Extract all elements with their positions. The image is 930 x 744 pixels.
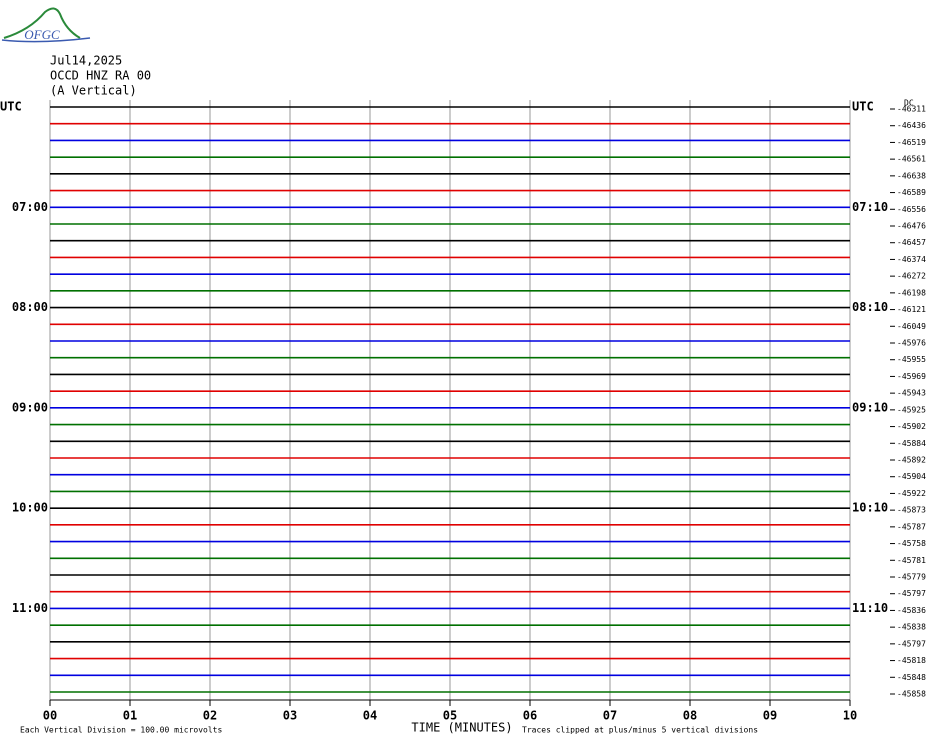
x-tick-label: 07 (603, 709, 617, 723)
dc-value: -46476 (897, 222, 926, 231)
dc-value: -45758 (897, 539, 926, 548)
left-time-label: UTC (0, 100, 22, 114)
dc-value: -45892 (897, 456, 926, 465)
dc-value: -45884 (897, 439, 926, 448)
dc-value: -45818 (897, 656, 926, 665)
x-tick-label: 01 (123, 709, 137, 723)
dc-value: -45976 (897, 339, 926, 348)
logo-text: OFGC (24, 27, 60, 42)
dc-value: -45943 (897, 389, 926, 398)
left-time-label: 07:00 (12, 200, 48, 214)
x-tick-label: 09 (763, 709, 777, 723)
x-tick-label: 00 (43, 709, 57, 723)
note-left: Each Vertical Division = 100.00 microvol… (20, 726, 222, 735)
dc-value: -45787 (897, 522, 926, 531)
dc-value: -45836 (897, 606, 926, 615)
left-time-label: 08:00 (12, 300, 48, 314)
dc-value: -45858 (897, 690, 926, 699)
dc-value: -45925 (897, 405, 926, 414)
dc-value: -46311 (897, 105, 926, 114)
dc-value: -46638 (897, 171, 926, 180)
x-tick-label: 03 (283, 709, 297, 723)
dc-value: -46457 (897, 238, 926, 247)
logo-arc (3, 7, 81, 39)
right-time-label: 07:10 (852, 200, 888, 214)
dc-value: -46556 (897, 205, 926, 214)
dc-value: -45904 (897, 472, 926, 481)
x-tick-label: 02 (203, 709, 217, 723)
dc-value: -46519 (897, 138, 926, 147)
dc-value: -45779 (897, 573, 926, 582)
dc-value: -46049 (897, 322, 926, 331)
dc-value: -45797 (897, 639, 926, 648)
dc-value: -45838 (897, 623, 926, 632)
dc-value: -45969 (897, 372, 926, 381)
dc-value: -46121 (897, 305, 926, 314)
x-axis-label: TIME (MINUTES) (411, 721, 512, 735)
right-time-label: UTC (852, 100, 874, 114)
right-time-label: 11:10 (852, 601, 888, 615)
right-time-label: 08:10 (852, 300, 888, 314)
dc-value: -45797 (897, 589, 926, 598)
dc-value: -45873 (897, 506, 926, 515)
left-time-label: 11:00 (12, 601, 48, 615)
dc-value: -45781 (897, 556, 926, 565)
dc-value: -45902 (897, 422, 926, 431)
left-time-label: 10:00 (12, 501, 48, 515)
dc-value: -45955 (897, 355, 926, 364)
logo-swoosh (1, 37, 91, 43)
left-time-label: 09:00 (12, 400, 48, 414)
x-tick-label: 04 (363, 709, 377, 723)
dc-value: -45848 (897, 673, 926, 682)
x-tick-label: 05 (443, 709, 457, 723)
dc-label: DC (904, 99, 914, 108)
dc-value: -45922 (897, 489, 926, 498)
header-date: Jul14,2025 (50, 54, 122, 68)
dc-value: -46436 (897, 121, 926, 130)
dc-value: -46374 (897, 255, 926, 264)
right-time-label: 10:10 (852, 501, 888, 515)
header-station: OCCD HNZ RA 00 (50, 69, 151, 83)
header-component: (A Vertical) (50, 84, 137, 98)
dc-value: -46589 (897, 188, 926, 197)
x-tick-label: 10 (843, 709, 857, 723)
right-time-label: 09:10 (852, 400, 888, 414)
dc-value: -46198 (897, 288, 926, 297)
note-right: Traces clipped at plus/minus 5 vertical … (522, 726, 758, 735)
x-tick-label: 06 (523, 709, 537, 723)
dc-value: -46561 (897, 155, 926, 164)
dc-value: -46272 (897, 272, 926, 281)
x-tick-label: 08 (683, 709, 697, 723)
